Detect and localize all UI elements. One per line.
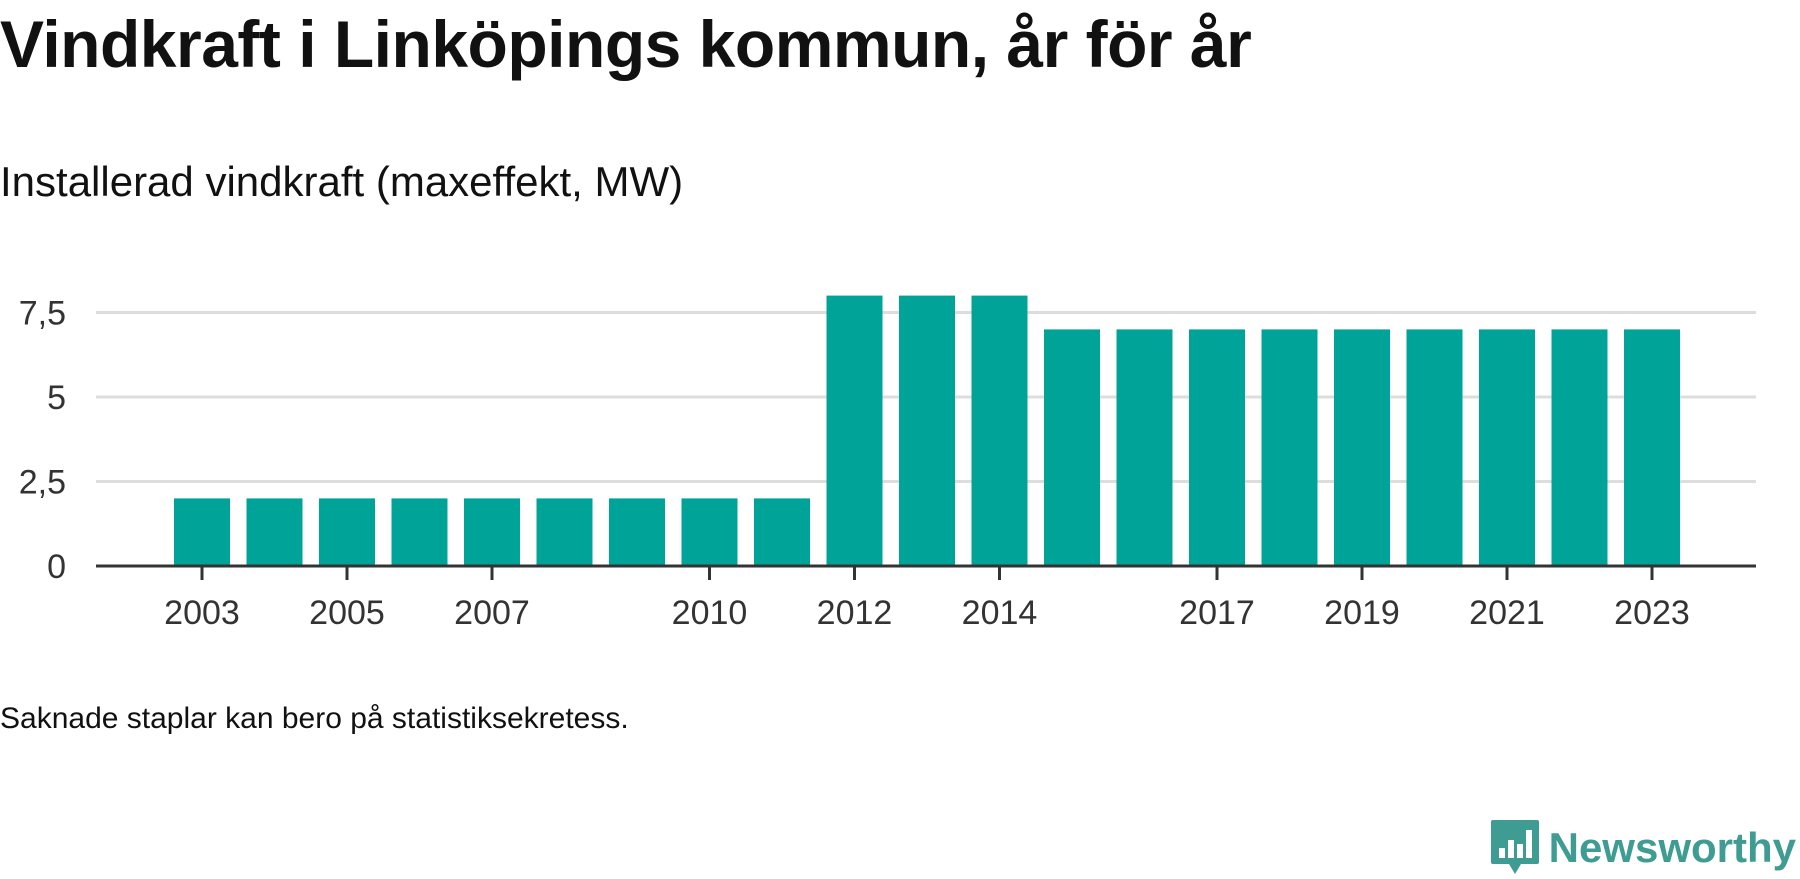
bar-2003 xyxy=(174,498,230,566)
tick-labels: 0 2,5 5 7,5 2003 2005 2007 2010 2012 2014 2017 2019… xyxy=(19,295,1690,633)
y-tick-label: 5 xyxy=(47,379,66,417)
bar-2011 xyxy=(754,498,810,566)
bar-chart: 0 2,5 5 7,5 2003 2005 2007 2010 2012 2014 2017 2019… xyxy=(19,295,1756,633)
x-tick-label: 2003 xyxy=(164,594,240,632)
x-tick-label: 2023 xyxy=(1614,594,1690,632)
bar-2021 xyxy=(1479,329,1535,566)
y-tick-label: 7,5 xyxy=(19,295,66,333)
brand-logo: Newsworthy xyxy=(1489,818,1796,878)
x-tick-label: 2010 xyxy=(672,594,748,632)
brand-name: Newsworthy xyxy=(1548,824,1796,871)
bar-2016 xyxy=(1116,329,1173,566)
bar-2010 xyxy=(681,498,738,566)
x-tick-label: 2007 xyxy=(454,594,530,632)
x-tick-label: 2019 xyxy=(1324,594,1400,632)
bar-2004 xyxy=(246,498,303,566)
footnote: Saknade staplar kan bero på statistiksek… xyxy=(0,702,629,735)
newsworthy-logo-icon xyxy=(1490,820,1539,874)
bar-2020 xyxy=(1406,329,1463,566)
axes xyxy=(96,564,1756,580)
bar-2017 xyxy=(1189,329,1245,566)
bar-2019 xyxy=(1334,329,1390,566)
bar-2022 xyxy=(1551,329,1608,566)
x-tick-label: 2012 xyxy=(817,594,893,632)
y-tick-label: 2,5 xyxy=(19,464,66,502)
x-tick-label: 2021 xyxy=(1469,594,1545,632)
bar-2013 xyxy=(899,295,955,566)
bar-2006 xyxy=(391,498,448,566)
x-tick-label: 2014 xyxy=(962,594,1038,632)
bar-2008 xyxy=(536,498,593,566)
bars xyxy=(174,295,1680,566)
bar-2014 xyxy=(971,295,1028,566)
chart-subtitle: Installerad vindkraft (maxeffekt, MW) xyxy=(0,158,684,205)
bar-2018 xyxy=(1261,329,1318,566)
x-tick-label: 2005 xyxy=(309,594,385,632)
bar-2007 xyxy=(464,498,520,566)
bar-2005 xyxy=(319,498,375,566)
bar-2012 xyxy=(826,295,883,566)
bar-2009 xyxy=(609,498,665,566)
bar-2015 xyxy=(1044,329,1100,566)
x-tick-label: 2017 xyxy=(1179,594,1255,632)
chart-title: Vindkraft i Linköpings kommun, år för år xyxy=(0,7,1252,81)
y-tick-label: 0 xyxy=(47,548,66,586)
bar-2023 xyxy=(1624,329,1680,566)
